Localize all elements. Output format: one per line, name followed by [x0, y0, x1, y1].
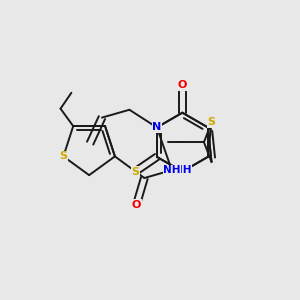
Text: N: N — [152, 122, 161, 132]
Text: S: S — [59, 152, 68, 161]
Text: O: O — [132, 200, 141, 209]
Text: O: O — [178, 80, 187, 90]
Text: S: S — [131, 167, 139, 177]
Text: S: S — [208, 117, 215, 128]
Text: NH: NH — [174, 165, 191, 175]
Text: NH: NH — [163, 165, 181, 175]
